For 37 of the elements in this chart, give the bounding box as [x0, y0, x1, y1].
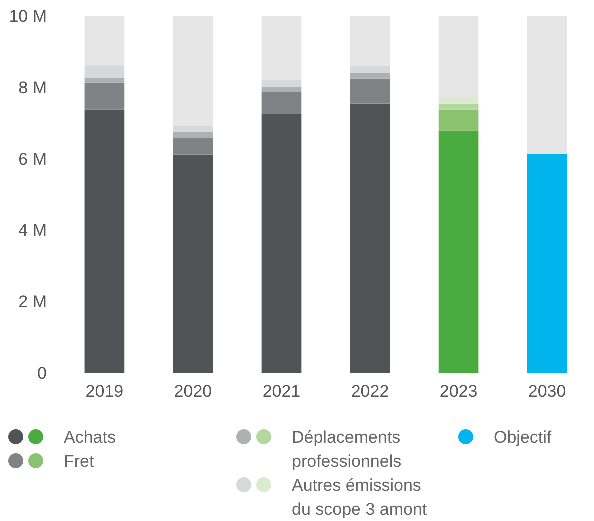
bar — [84, 82, 125, 110]
y-tick-label: 10 M — [9, 6, 47, 26]
bar — [84, 110, 125, 373]
bar — [173, 126, 214, 132]
y-tick-label: 8 M — [18, 78, 47, 98]
bar — [350, 78, 390, 104]
bar — [438, 130, 479, 373]
x-tick-label: 2019 — [86, 382, 124, 401]
x-tick-label: 2030 — [528, 382, 566, 401]
x-tick-label: 2020 — [174, 382, 212, 401]
bar — [350, 66, 390, 74]
legend-label: Autres émissions du scope 3 amont — [292, 476, 428, 519]
legend-label: Déplacements professionnels — [292, 428, 402, 471]
bar — [350, 104, 390, 373]
bar — [262, 87, 302, 92]
bar — [84, 78, 125, 83]
bar — [350, 73, 390, 79]
y-tick-label: 4 M — [18, 221, 47, 240]
bar — [173, 138, 214, 155]
x-tick-label: 2021 — [262, 382, 301, 401]
bar — [262, 92, 302, 114]
bar — [173, 154, 214, 373]
bar — [438, 110, 479, 131]
legend-label: Achats — [64, 428, 116, 447]
x-tick-label: 2023 — [440, 382, 478, 401]
bar — [173, 132, 214, 138]
y-tick-label: 0 — [38, 364, 47, 383]
y-tick-label: 2 M — [18, 292, 47, 312]
bar — [438, 104, 479, 110]
legend-label: Objectif — [494, 428, 552, 447]
y-tick-label: 6 M — [18, 150, 47, 169]
x-tick-label: 2022 — [351, 382, 390, 401]
bar — [438, 97, 479, 104]
bar — [262, 80, 302, 88]
bar — [262, 114, 302, 373]
legend-label: Fret — [64, 452, 94, 471]
bar — [84, 66, 125, 78]
